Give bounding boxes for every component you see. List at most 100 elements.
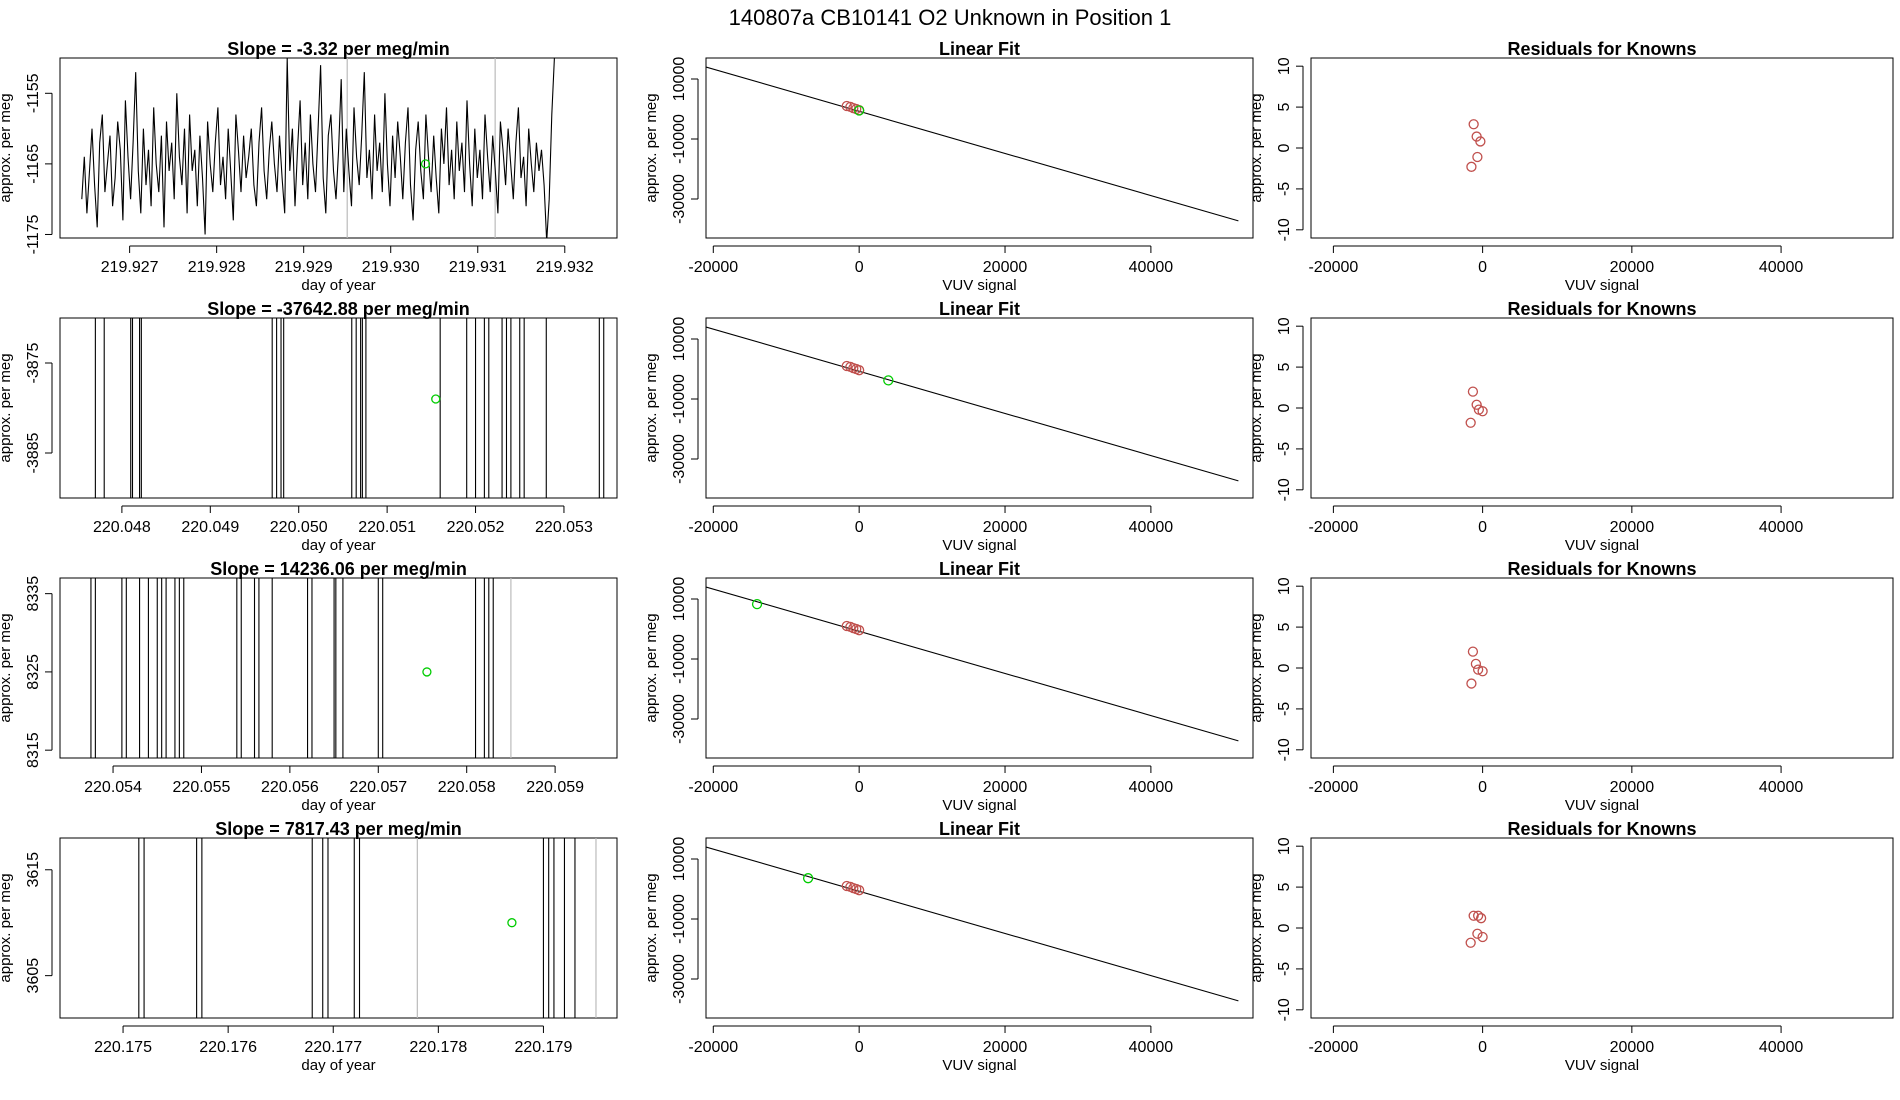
y-axis-label: approx. per meg xyxy=(643,353,660,462)
panel-title: Slope = -37642.88 per meg/min xyxy=(207,299,470,319)
y-tick-label: -10 xyxy=(1276,218,1293,241)
x-axis-label: day of year xyxy=(301,277,375,294)
plot-frame xyxy=(1310,57,1894,239)
known-point xyxy=(1468,910,1479,921)
y-tick-label: 8315 xyxy=(25,732,42,768)
known-point xyxy=(1466,678,1477,689)
data-layer xyxy=(706,326,1239,482)
x-tick-label: -20000 xyxy=(1308,259,1358,276)
y-axis-label: approx. per meg xyxy=(1248,613,1265,722)
y-axis-label: approx. per meg xyxy=(643,93,660,202)
y-axis-label: approx. per meg xyxy=(1248,93,1265,202)
known-point xyxy=(1468,119,1479,130)
y-tick-label: -5 xyxy=(1276,962,1293,976)
panel-title: Residuals for Knowns xyxy=(1507,39,1696,59)
y-tick-label: 10 xyxy=(1276,57,1293,75)
known-point xyxy=(1465,937,1476,948)
y-tick-label: 3615 xyxy=(25,852,42,888)
x-tick-label: 20000 xyxy=(983,1039,1028,1056)
x-tick-label: 220.054 xyxy=(84,779,142,796)
x-tick-label: 220.058 xyxy=(438,779,496,796)
x-tick-label: 20000 xyxy=(983,779,1028,796)
x-tick-label: 219.927 xyxy=(101,259,159,276)
y-axis-label: approx. per meg xyxy=(0,353,14,462)
panel-title: Linear Fit xyxy=(939,819,1020,839)
known-point xyxy=(1475,913,1487,924)
x-tick-label: 0 xyxy=(1478,519,1487,536)
x-tick-label: 20000 xyxy=(1610,779,1655,796)
panel-title: Residuals for Knowns xyxy=(1507,819,1696,839)
y-tick-label: -10000 xyxy=(671,114,688,164)
figure-title: 140807a CB10141 O2 Unknown in Position 1 xyxy=(729,5,1172,30)
data-layer xyxy=(706,66,1239,222)
y-tick-label: 10 xyxy=(1276,837,1293,855)
data-layer xyxy=(1465,386,1488,428)
x-tick-label: -20000 xyxy=(688,259,738,276)
x-tick-label: 0 xyxy=(1478,259,1487,276)
known-point xyxy=(1466,161,1477,172)
known-point xyxy=(1472,928,1483,939)
panel-title: Residuals for Knowns xyxy=(1507,299,1696,319)
x-tick-label: 219.931 xyxy=(449,259,507,276)
x-tick-label: 20000 xyxy=(983,519,1028,536)
panel-2-row-2: Linear Fit -20000 0 20000 40000 VUV signal 100… xyxy=(643,299,1254,554)
x-axis-label: VUV signal xyxy=(942,277,1016,294)
x-tick-label: 40000 xyxy=(1129,259,1174,276)
x-axis-label: VUV signal xyxy=(942,1057,1016,1074)
y-axis-label: approx. per meg xyxy=(0,613,14,722)
plot-frame xyxy=(1310,317,1894,499)
y-tick-label: -3885 xyxy=(25,432,42,473)
fit-line xyxy=(706,326,1239,482)
unknown-point xyxy=(751,598,763,610)
panel-title: Linear Fit xyxy=(939,299,1020,319)
y-tick-label: 0 xyxy=(1276,923,1293,932)
data-layer xyxy=(81,58,557,238)
known-point xyxy=(1470,658,1482,670)
x-tick-label: 220.175 xyxy=(94,1039,152,1056)
x-tick-label: 0 xyxy=(855,1039,864,1056)
x-tick-label: 40000 xyxy=(1759,519,1804,536)
known-point xyxy=(1477,666,1488,677)
y-tick-label: -1175 xyxy=(25,215,42,255)
y-tick-label: -5 xyxy=(1276,702,1293,716)
x-tick-label: 220.177 xyxy=(304,1039,362,1056)
x-tick-label: 219.932 xyxy=(536,259,594,276)
panel-1-row-2: Slope = -37642.88 per meg/min 220.048 220.… xyxy=(0,299,618,554)
unknown-point xyxy=(431,394,441,404)
panel-3-row-2: Residuals for Knowns -20000 0 20000 40000 VUV… xyxy=(1248,299,1894,554)
data-layer xyxy=(706,846,1239,1002)
y-tick-label: -1165 xyxy=(25,144,42,184)
x-tick-label: -20000 xyxy=(1308,519,1358,536)
x-tick-label: 40000 xyxy=(1129,779,1174,796)
x-axis-label: VUV signal xyxy=(942,797,1016,814)
x-tick-label: 220.057 xyxy=(349,779,407,796)
x-tick-label: 20000 xyxy=(1610,259,1655,276)
x-tick-label: 220.179 xyxy=(515,1039,573,1056)
y-axis-label: approx. per meg xyxy=(0,873,14,982)
unknown-point xyxy=(507,918,517,928)
panel-3-row-1: Residuals for Knowns -20000 0 20000 40000 VUV… xyxy=(1248,39,1894,294)
y-tick-label: -10 xyxy=(1276,738,1293,761)
panel-2-row-3: Linear Fit -20000 0 20000 40000 VUV signal 100… xyxy=(643,559,1254,814)
x-axis-label: day of year xyxy=(301,1057,375,1074)
y-tick-label: 8335 xyxy=(25,576,42,612)
data-layer xyxy=(706,586,1239,742)
panel-title: Linear Fit xyxy=(939,559,1020,579)
y-tick-label: -30000 xyxy=(671,174,688,224)
x-tick-label: 40000 xyxy=(1129,519,1174,536)
y-tick-label: 5 xyxy=(1276,103,1293,112)
panel-3-row-3: Residuals for Knowns -20000 0 20000 40000 VUV… xyxy=(1248,559,1894,814)
known-point xyxy=(854,625,865,636)
y-tick-label: -1155 xyxy=(25,73,42,113)
x-axis-label: VUV signal xyxy=(942,537,1016,554)
known-point xyxy=(1477,406,1488,417)
y-tick-label: 5 xyxy=(1276,363,1293,372)
panel-1-row-1: Slope = -3.32 per meg/min 219.927 219.928 2… xyxy=(0,39,618,294)
x-tick-label: 220.050 xyxy=(270,519,328,536)
panel-3-row-4: Residuals for Knowns -20000 0 20000 40000 VUV… xyxy=(1248,819,1894,1074)
unknown-point xyxy=(854,105,865,116)
y-tick-label: -10000 xyxy=(671,894,688,944)
x-tick-label: 220.055 xyxy=(173,779,231,796)
y-tick-label: 10 xyxy=(1276,577,1293,595)
